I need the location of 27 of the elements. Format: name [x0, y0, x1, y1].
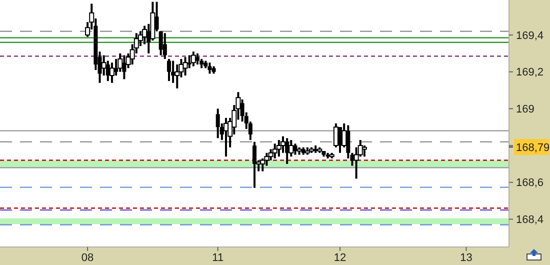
y-tick-label: 169,2 [516, 66, 544, 79]
candlestick [109, 62, 114, 84]
x-tick-label: 13 [460, 252, 472, 264]
candlestick [272, 142, 278, 160]
y-tick-label: 169,4 [516, 30, 544, 42]
candlestick [182, 56, 188, 77]
candlestick [252, 140, 256, 189]
candlestick [200, 58, 204, 70]
y-tick-label: 168,4 [516, 214, 544, 226]
y-tick-label: 169 [516, 104, 534, 116]
x-tick-label: 11 [212, 252, 224, 264]
candlestick [174, 63, 180, 90]
candlestick [158, 30, 163, 56]
candlestick [101, 54, 106, 77]
candlestick [362, 144, 367, 158]
candlestick [216, 108, 220, 140]
candlestick [162, 32, 167, 60]
x-tick-label: 08 [81, 252, 94, 264]
candlestick [276, 138, 282, 158]
candlestick [190, 50, 196, 68]
candlestick [260, 157, 266, 172]
candlestick [195, 52, 200, 66]
text: 168,79 [516, 142, 550, 154]
candlestick [208, 62, 212, 75]
candlestick [166, 58, 171, 82]
y-tick-label: 168,6 [516, 177, 544, 190]
x-tick-label: 12 [334, 252, 346, 264]
